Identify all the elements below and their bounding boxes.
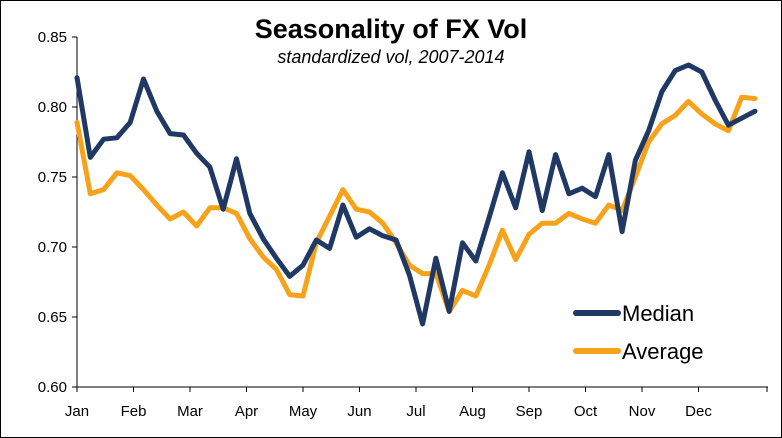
y-tick-label: 0.85 — [38, 29, 67, 46]
x-tick-label: Jul — [406, 403, 425, 420]
legend-label-median: Median — [622, 301, 694, 326]
y-tick-label: 0.80 — [38, 99, 67, 116]
x-tick-label: Mar — [177, 403, 203, 420]
x-tick-label: May — [289, 403, 318, 420]
x-tick-label: Jun — [347, 403, 371, 420]
x-tick-label: Apr — [235, 403, 258, 420]
x-tick-label: Oct — [574, 403, 598, 420]
y-tick-label: 0.70 — [38, 239, 67, 256]
y-tick-label: 0.75 — [38, 169, 67, 186]
chart-subtitle: standardized vol, 2007-2014 — [277, 47, 505, 67]
x-tick-label: Jan — [65, 403, 89, 420]
legend-label-average: Average — [622, 339, 704, 364]
x-tick-label: Nov — [629, 403, 656, 420]
x-tick-label: Feb — [121, 403, 147, 420]
series-line-average — [74, 94, 758, 314]
chart-title: Seasonality of FX Vol — [254, 14, 528, 44]
x-tick-label: Sep — [516, 403, 543, 420]
y-tick-label: 0.65 — [38, 309, 67, 326]
series-line-median — [74, 62, 758, 327]
y-tick-label: 0.60 — [38, 379, 67, 396]
x-tick-label: Dec — [685, 403, 712, 420]
x-tick-label: Aug — [459, 403, 486, 420]
